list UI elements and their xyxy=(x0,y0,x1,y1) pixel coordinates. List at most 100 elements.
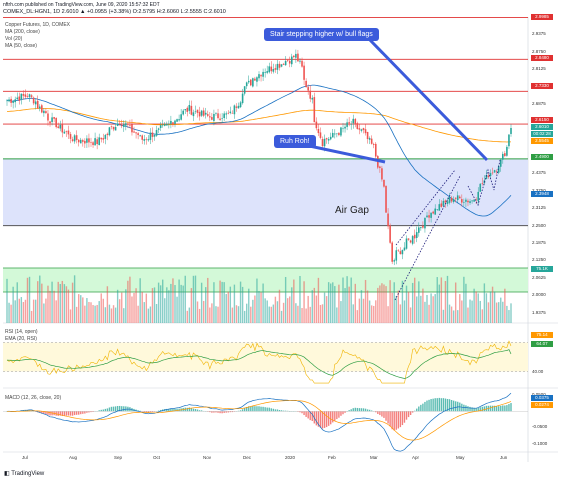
candle xyxy=(204,107,207,119)
candle-body xyxy=(102,138,105,140)
candle xyxy=(260,73,262,82)
candle-body xyxy=(444,200,447,203)
candle xyxy=(438,199,441,211)
candle xyxy=(358,124,361,135)
candle-body xyxy=(120,125,123,127)
macd-histogram-bar xyxy=(227,411,229,413)
candle xyxy=(159,122,162,132)
volume-bar xyxy=(116,289,119,323)
candle-body xyxy=(151,132,154,137)
candle xyxy=(354,117,357,128)
candle xyxy=(475,197,477,204)
macd-histogram-bar xyxy=(506,405,508,412)
candles xyxy=(6,49,512,266)
callout-pointer-1 xyxy=(368,38,489,162)
candle xyxy=(502,151,504,164)
volume-bar xyxy=(213,282,215,323)
volume-bar xyxy=(383,284,385,323)
candle xyxy=(112,126,115,132)
candle xyxy=(217,108,219,120)
macd-histogram-bar xyxy=(67,411,70,416)
volume-bar xyxy=(106,286,109,323)
macd-histogram-bar xyxy=(170,408,172,412)
volume-bar xyxy=(414,277,416,323)
volume-bar xyxy=(65,286,68,323)
candle-body xyxy=(385,185,387,213)
macd-histogram-bar xyxy=(414,410,416,412)
candle xyxy=(348,117,350,127)
candle xyxy=(69,131,72,144)
volume-bar xyxy=(135,288,137,323)
macd-histogram-bar xyxy=(418,406,420,412)
price-tag: 2.7330 xyxy=(531,83,553,89)
candle-body xyxy=(458,196,461,199)
time-axis-label: Sep xyxy=(114,455,123,460)
candle xyxy=(104,133,107,145)
candle xyxy=(352,114,355,129)
candle xyxy=(319,127,322,140)
air-gap-label: Air Gap xyxy=(335,205,369,216)
candle xyxy=(18,92,21,105)
macd-histogram-bar xyxy=(280,410,283,412)
candle-body xyxy=(454,197,457,199)
volume-bar xyxy=(125,289,127,323)
volume-bar xyxy=(407,291,410,323)
candle-body xyxy=(186,107,189,112)
candle-body xyxy=(198,111,201,117)
candle xyxy=(172,121,174,127)
candle-body xyxy=(92,142,94,146)
volume-bar xyxy=(506,305,508,323)
candle-body xyxy=(409,240,412,243)
candle xyxy=(34,98,37,110)
candle-body xyxy=(178,119,180,121)
candle-body xyxy=(389,225,391,243)
volume-bar xyxy=(362,298,365,323)
candle-body xyxy=(327,139,330,141)
candle-body xyxy=(184,109,187,111)
candle-body xyxy=(461,199,463,203)
candle xyxy=(329,132,332,141)
price-axis-tick: 2.8750 xyxy=(532,48,546,54)
candle-body xyxy=(276,63,279,70)
candle-body xyxy=(24,94,27,97)
macd-histogram-bar xyxy=(217,411,219,413)
candle-body xyxy=(122,124,125,127)
candle xyxy=(110,125,113,130)
candle-body xyxy=(288,60,291,64)
candle-body xyxy=(174,120,176,124)
candle-body xyxy=(321,139,324,147)
candle-body xyxy=(430,212,432,218)
candle xyxy=(397,249,400,252)
macd-histogram-bar xyxy=(383,411,385,418)
macd-histogram-bar xyxy=(385,411,387,421)
volume-bar xyxy=(254,295,256,323)
macd-histogram-bar xyxy=(471,407,473,412)
volume-bar xyxy=(430,293,432,323)
volume-bar xyxy=(500,297,502,323)
macd-histogram-bar xyxy=(198,410,201,412)
macd-histogram-bar xyxy=(71,411,74,416)
macd-histogram-bar xyxy=(432,398,434,412)
candle-body xyxy=(426,215,428,218)
macd-histogram-bar xyxy=(426,400,428,412)
volume-bar xyxy=(8,302,10,323)
candle-body xyxy=(57,126,60,128)
candle xyxy=(366,131,369,144)
candle-body xyxy=(264,72,266,73)
time-axis-label: 2020 xyxy=(285,455,296,460)
candle xyxy=(415,226,418,243)
candle xyxy=(139,134,141,137)
candle xyxy=(286,59,289,62)
candle xyxy=(413,229,416,244)
candle xyxy=(477,187,480,206)
candle xyxy=(49,120,51,127)
volume-bar xyxy=(172,278,174,323)
volume-bar xyxy=(467,307,469,323)
volume-bar xyxy=(401,280,404,323)
candle xyxy=(442,198,445,208)
volume-bar xyxy=(268,306,270,323)
candle-body xyxy=(272,69,275,72)
macd-histogram-bar xyxy=(75,411,78,415)
macd-histogram-bar xyxy=(446,398,449,412)
